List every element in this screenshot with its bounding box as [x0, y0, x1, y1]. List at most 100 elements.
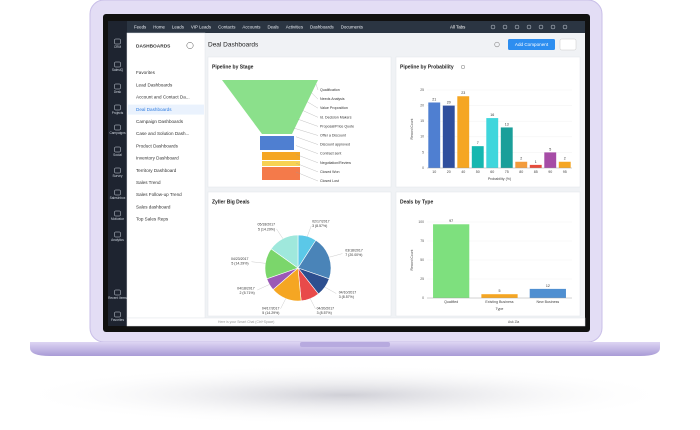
sidebar-item[interactable]: Sales Trend [136, 180, 161, 185]
nav-item[interactable]: Feeds [134, 25, 147, 30]
sidebar-item[interactable]: Lead Dashboards [136, 82, 173, 87]
app-icon[interactable] [114, 104, 121, 111]
x-axis-title: Type [496, 307, 504, 311]
app-icon[interactable] [114, 124, 121, 131]
sidebar-item[interactable]: Favorites [136, 70, 156, 75]
app-label[interactable]: Analytics [111, 238, 124, 242]
nav-icon[interactable] [502, 24, 508, 30]
nav-icon[interactable] [562, 24, 568, 30]
sidebar-item[interactable]: Campaign Dashboards [136, 119, 184, 124]
add-component-button[interactable] [508, 39, 555, 50]
bar [529, 164, 542, 168]
app-label[interactable]: SalesIQ [112, 68, 124, 72]
sidebar-item[interactable]: Top Sales Reps [136, 217, 169, 222]
app-icon[interactable] [114, 61, 121, 68]
nav-item[interactable]: VIP Leads [191, 25, 212, 30]
app-bar [108, 21, 127, 326]
app-icon[interactable] [114, 210, 121, 217]
sidebar-item[interactable]: Territory Dashboard [136, 168, 177, 173]
leader-line [315, 83, 319, 91]
nav-icon[interactable] [538, 24, 544, 30]
bar [457, 96, 470, 168]
nav-item[interactable]: Leads [172, 25, 185, 30]
app-label[interactable]: Desk [114, 90, 122, 94]
sidebar-item[interactable]: Inventory Dashboard [136, 156, 179, 161]
nav-item[interactable]: Home [153, 25, 165, 30]
refresh-icon[interactable] [494, 41, 500, 48]
stage-label: Contract sent [320, 152, 341, 156]
y-tick-label: 10 [420, 135, 424, 139]
all-tabs[interactable]: All Tabs [450, 25, 466, 30]
bar-value-label: 1 [535, 160, 537, 164]
funnel-segment [262, 152, 300, 160]
x-tick-label: 95 [563, 170, 567, 174]
nav-item[interactable]: Accounts [242, 25, 261, 30]
x-tick-label: 90 [548, 170, 552, 174]
bar [442, 105, 455, 168]
y-tick-label: 0 [422, 166, 424, 170]
top-nav [127, 21, 585, 33]
stage-label: Qualification [320, 88, 340, 92]
nav-icon[interactable] [526, 24, 532, 30]
add-dashboard-icon[interactable] [186, 42, 194, 49]
funnel-segment [260, 136, 294, 150]
x-tick-label: 40 [461, 170, 465, 174]
sidebar-item[interactable]: Deal Dashboards [136, 107, 172, 112]
app-label[interactable]: Motivator [111, 217, 125, 221]
bar [486, 118, 499, 168]
leader-line [295, 136, 319, 145]
sidebar-item[interactable]: Product Dashboards [136, 143, 179, 148]
app-label[interactable]: Projects [112, 111, 124, 115]
slice-date: 04/10/2017 [339, 290, 357, 294]
y-tick-label: 100 [418, 220, 424, 224]
sidebar-item[interactable]: Sales dashboard [136, 204, 171, 209]
nav-item[interactable]: Contacts [218, 25, 236, 30]
leader-line [293, 127, 319, 136]
refresh-icon[interactable] [460, 64, 466, 70]
nav-icon[interactable] [550, 24, 556, 30]
button-label[interactable]: Add Component [515, 42, 549, 47]
app-label[interactable]: CRM [114, 45, 122, 49]
app-label[interactable]: Campaigns [109, 131, 126, 135]
app-label[interactable]: Recent Items [108, 296, 127, 300]
slice-label: 5 (14.29%) [231, 262, 248, 266]
app-label[interactable]: Favorites [111, 318, 125, 322]
stage-label: Value Proposition [320, 106, 348, 110]
leader-line [307, 225, 312, 237]
slice-date: 02/17/2017 [312, 219, 330, 223]
funnel-segment [262, 167, 300, 180]
bar-value-label: 5 [549, 147, 551, 151]
smart-chat[interactable]: Here is your Smart Chat (Ctrl+Space) [218, 320, 274, 324]
slice-date: 03/18/2017 [345, 249, 363, 253]
content: Feeds Home Leads VIP Leads Contacts Accounts D… [108, 24, 572, 324]
y-tick-label: 15 [420, 119, 424, 123]
app-label[interactable]: Social [113, 153, 122, 157]
y-tick-label: 25 [420, 88, 424, 92]
app-icon[interactable] [114, 189, 121, 196]
app-icon[interactable] [114, 83, 121, 90]
leader-line [295, 145, 319, 154]
app-icon[interactable] [114, 289, 121, 296]
app-label[interactable]: SalesInbox [110, 196, 126, 200]
app-icon[interactable] [114, 146, 121, 153]
ask-zia[interactable]: Ask Zia [508, 320, 519, 324]
slice-label: 3 (8.57%) [339, 295, 354, 299]
nav-icon[interactable] [514, 24, 520, 30]
leader-line [311, 92, 319, 100]
app-icon[interactable] [114, 167, 121, 174]
sidebar-item[interactable]: Sales Follow-up Trend [136, 192, 182, 197]
nav-icon[interactable] [490, 24, 496, 30]
sidebar-item[interactable]: Account and Contact Da... [136, 95, 190, 100]
app-icon[interactable] [114, 311, 121, 318]
x-tick-label: 85 [534, 170, 538, 174]
nav-item[interactable]: Dashboards [310, 25, 334, 30]
nav-item[interactable]: Deals [267, 25, 279, 30]
nav-item[interactable]: Documents [341, 25, 364, 30]
app-icon[interactable] [114, 38, 121, 45]
app-label[interactable]: Survey [113, 174, 123, 178]
app-icon[interactable] [114, 231, 121, 238]
more-button[interactable] [559, 38, 577, 51]
nav-item[interactable]: Activities [286, 25, 304, 30]
sidebar-item[interactable]: Case and Solution Dash... [136, 131, 189, 136]
